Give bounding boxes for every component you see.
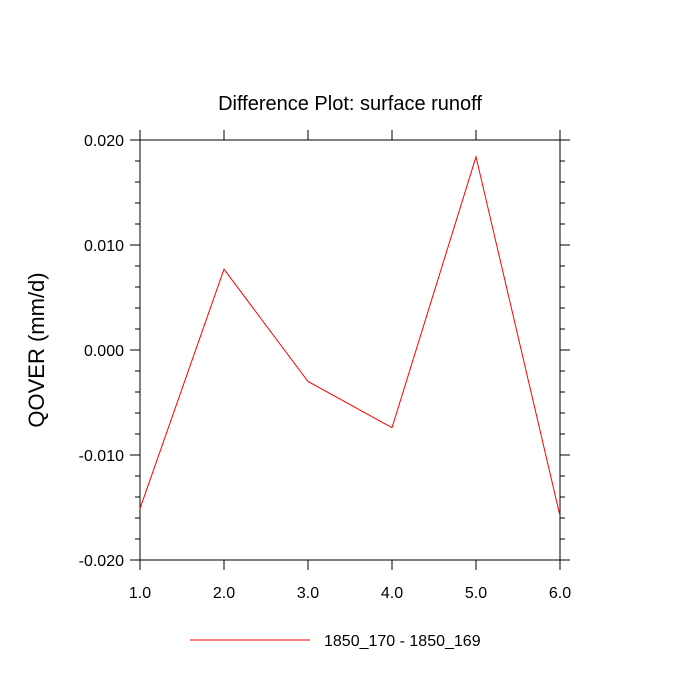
y-tick-label: 0.000 bbox=[84, 343, 124, 360]
series-layer bbox=[139, 154, 561, 517]
legend-label: 1850_170 - 1850_169 bbox=[324, 633, 481, 650]
y-tick-label: -0.020 bbox=[79, 553, 124, 570]
chart-title: Difference Plot: surface runoff bbox=[218, 93, 482, 115]
y-axis-label: QOVER (mm/d) bbox=[24, 272, 49, 427]
series-line bbox=[139, 154, 561, 517]
axis-tick-labels: 1.0 2.0 3.0 4.0 5.0 6.0 -0.020 -0.010 0.000 0.010… bbox=[79, 133, 572, 602]
x-tick-label: 6.0 bbox=[549, 585, 571, 602]
x-tick-label: 2.0 bbox=[213, 585, 235, 602]
y-tick-label: 0.010 bbox=[84, 238, 124, 255]
legend: 1850_170 - 1850_169 bbox=[190, 633, 481, 650]
x-tick-label: 1.0 bbox=[129, 585, 151, 602]
plot-frame bbox=[139, 139, 561, 561]
x-tick-label: 4.0 bbox=[381, 585, 403, 602]
x-tick-label: 5.0 bbox=[465, 585, 487, 602]
y-tick-label: -0.010 bbox=[79, 448, 124, 465]
y-tick-label: 0.020 bbox=[84, 133, 124, 150]
x-tick-label: 3.0 bbox=[297, 585, 319, 602]
axis-ticks bbox=[130, 130, 570, 570]
